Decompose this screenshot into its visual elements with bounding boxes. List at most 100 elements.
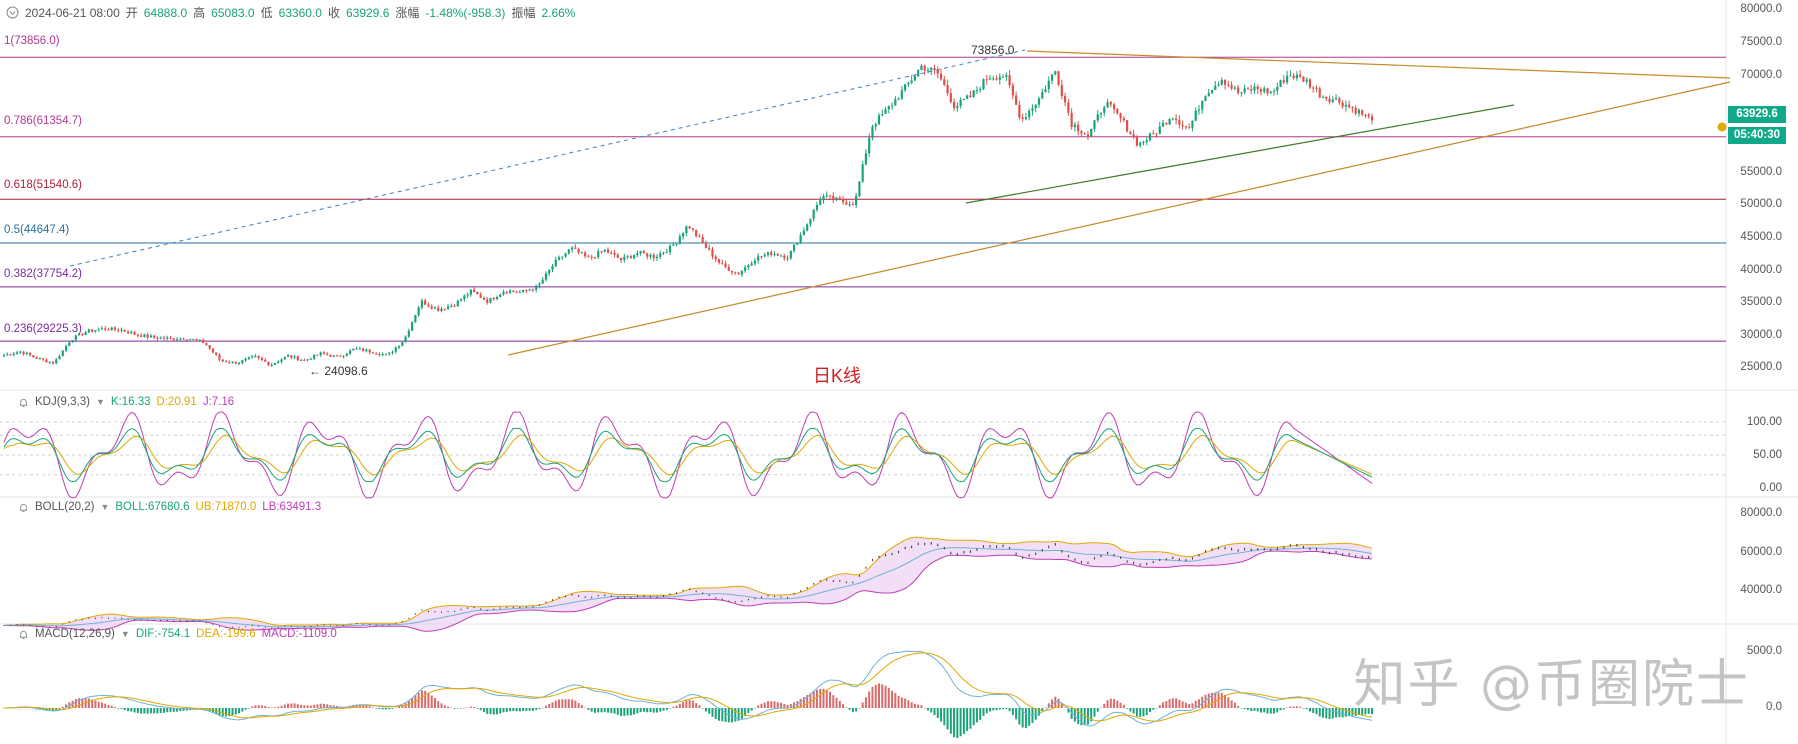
candle-body: [904, 84, 907, 91]
macd-hist-bar: [273, 707, 276, 708]
macd-hist-bar: [858, 708, 861, 709]
macd-hist-bar: [352, 704, 355, 708]
kdj-j-line: [3, 411, 1373, 499]
candle-body: [1054, 71, 1057, 75]
macd-hist-bar: [398, 706, 401, 708]
chevron-down-icon[interactable]: ▼: [95, 397, 105, 407]
macd-hist-bar: [802, 697, 805, 708]
candle-body: [234, 361, 237, 364]
macd-hist-bar: [757, 705, 760, 708]
candle-body: [1351, 106, 1354, 108]
candle-body: [117, 329, 120, 331]
candle-body: [133, 332, 136, 335]
macd-hist-bar: [32, 708, 35, 709]
candle-body: [1233, 87, 1236, 89]
candle-body: [1090, 128, 1093, 137]
candle-body: [283, 356, 286, 360]
macd-hist-bar: [375, 708, 378, 709]
candle-body: [401, 342, 404, 346]
collapse-icon[interactable]: [6, 6, 19, 19]
candle-body: [988, 78, 992, 80]
candle-body: [597, 251, 600, 258]
candle-body: [1305, 79, 1308, 82]
macd-hist-bar: [1197, 699, 1200, 708]
macd-hist-bar: [1028, 708, 1031, 726]
candle-body: [146, 334, 149, 338]
price-tick: 45000.0: [1740, 231, 1782, 243]
candle-body: [877, 115, 881, 125]
candle-body: [1370, 116, 1374, 121]
candle-body: [1044, 89, 1047, 93]
candle-body: [1050, 74, 1054, 81]
candle-body: [779, 255, 783, 257]
macd-hist-bar: [48, 708, 51, 712]
candle-body: [799, 235, 802, 244]
macd-hist-bar: [633, 708, 636, 715]
bell-icon[interactable]: [18, 397, 29, 408]
macd-hist-bar: [1044, 707, 1047, 709]
macd-hist-bar: [473, 707, 476, 708]
candle-body: [822, 196, 825, 201]
candle-body: [38, 358, 42, 360]
high-value: 65083.0: [211, 5, 255, 20]
macd-hist-bar: [989, 708, 992, 712]
candle-body: [1135, 136, 1139, 146]
low-annotation: ← 24098.6: [309, 364, 368, 378]
candle-body: [737, 272, 740, 275]
macd-hist-bar: [440, 703, 443, 708]
macd-hist-bar: [100, 702, 103, 708]
macd-hist-bar: [1191, 703, 1194, 708]
candle-body: [495, 297, 499, 300]
macd-hist-bar: [94, 700, 97, 708]
candle-body: [1263, 88, 1266, 92]
macd-hist-bar: [1322, 708, 1325, 718]
candle-body: [881, 113, 884, 116]
bell-icon[interactable]: [18, 502, 29, 513]
chevron-down-icon[interactable]: ▼: [120, 629, 130, 639]
candle-body: [1060, 84, 1063, 97]
candle-body: [636, 253, 639, 256]
candle-body: [704, 242, 708, 248]
candle-body: [946, 85, 949, 94]
macd-hist-bar: [659, 708, 662, 712]
lower-trend-line: [507, 81, 1731, 356]
macd-hist-bar: [979, 708, 982, 720]
candle-body: [1093, 120, 1096, 129]
candle-body: [1299, 74, 1302, 77]
candle-body: [1041, 92, 1044, 99]
candle-body: [192, 339, 195, 341]
candle-body: [672, 244, 675, 246]
macd-hist-bar: [998, 708, 1001, 710]
chevron-down-icon[interactable]: ▼: [100, 502, 110, 512]
candle-body: [182, 338, 185, 340]
macd-hist-bar: [146, 708, 149, 714]
candle-body: [557, 257, 561, 260]
macd-hist-bar: [1129, 708, 1132, 712]
candle-body: [1152, 133, 1155, 135]
candle-body: [734, 272, 737, 274]
candle-body: [685, 226, 688, 234]
candle-body: [440, 308, 443, 311]
bell-icon[interactable]: [18, 629, 29, 640]
candle-body: [584, 252, 587, 257]
candle-body: [682, 233, 685, 237]
macd-hist-bar: [1273, 708, 1276, 714]
macd-hist-bar: [29, 707, 32, 709]
macd-hist-bar: [1051, 699, 1054, 708]
macd-hist-bar: [783, 704, 786, 708]
candle-body: [528, 289, 531, 291]
macd-dif-line: [3, 650, 1373, 727]
kdj-tick: 50.00: [1753, 449, 1782, 461]
macd-hist-bar: [172, 708, 175, 712]
candle-body: [815, 204, 819, 210]
macd-hist-bar: [956, 708, 959, 739]
candle-body: [626, 256, 629, 258]
candle-body: [1354, 107, 1357, 114]
macd-hist-bar: [815, 689, 818, 708]
macd-hist-bar: [1086, 708, 1089, 725]
candle-body: [979, 89, 982, 91]
macd-hist-bar: [558, 699, 561, 708]
macd-hist-bar: [910, 702, 913, 708]
macd-hist-bar: [1266, 708, 1269, 714]
